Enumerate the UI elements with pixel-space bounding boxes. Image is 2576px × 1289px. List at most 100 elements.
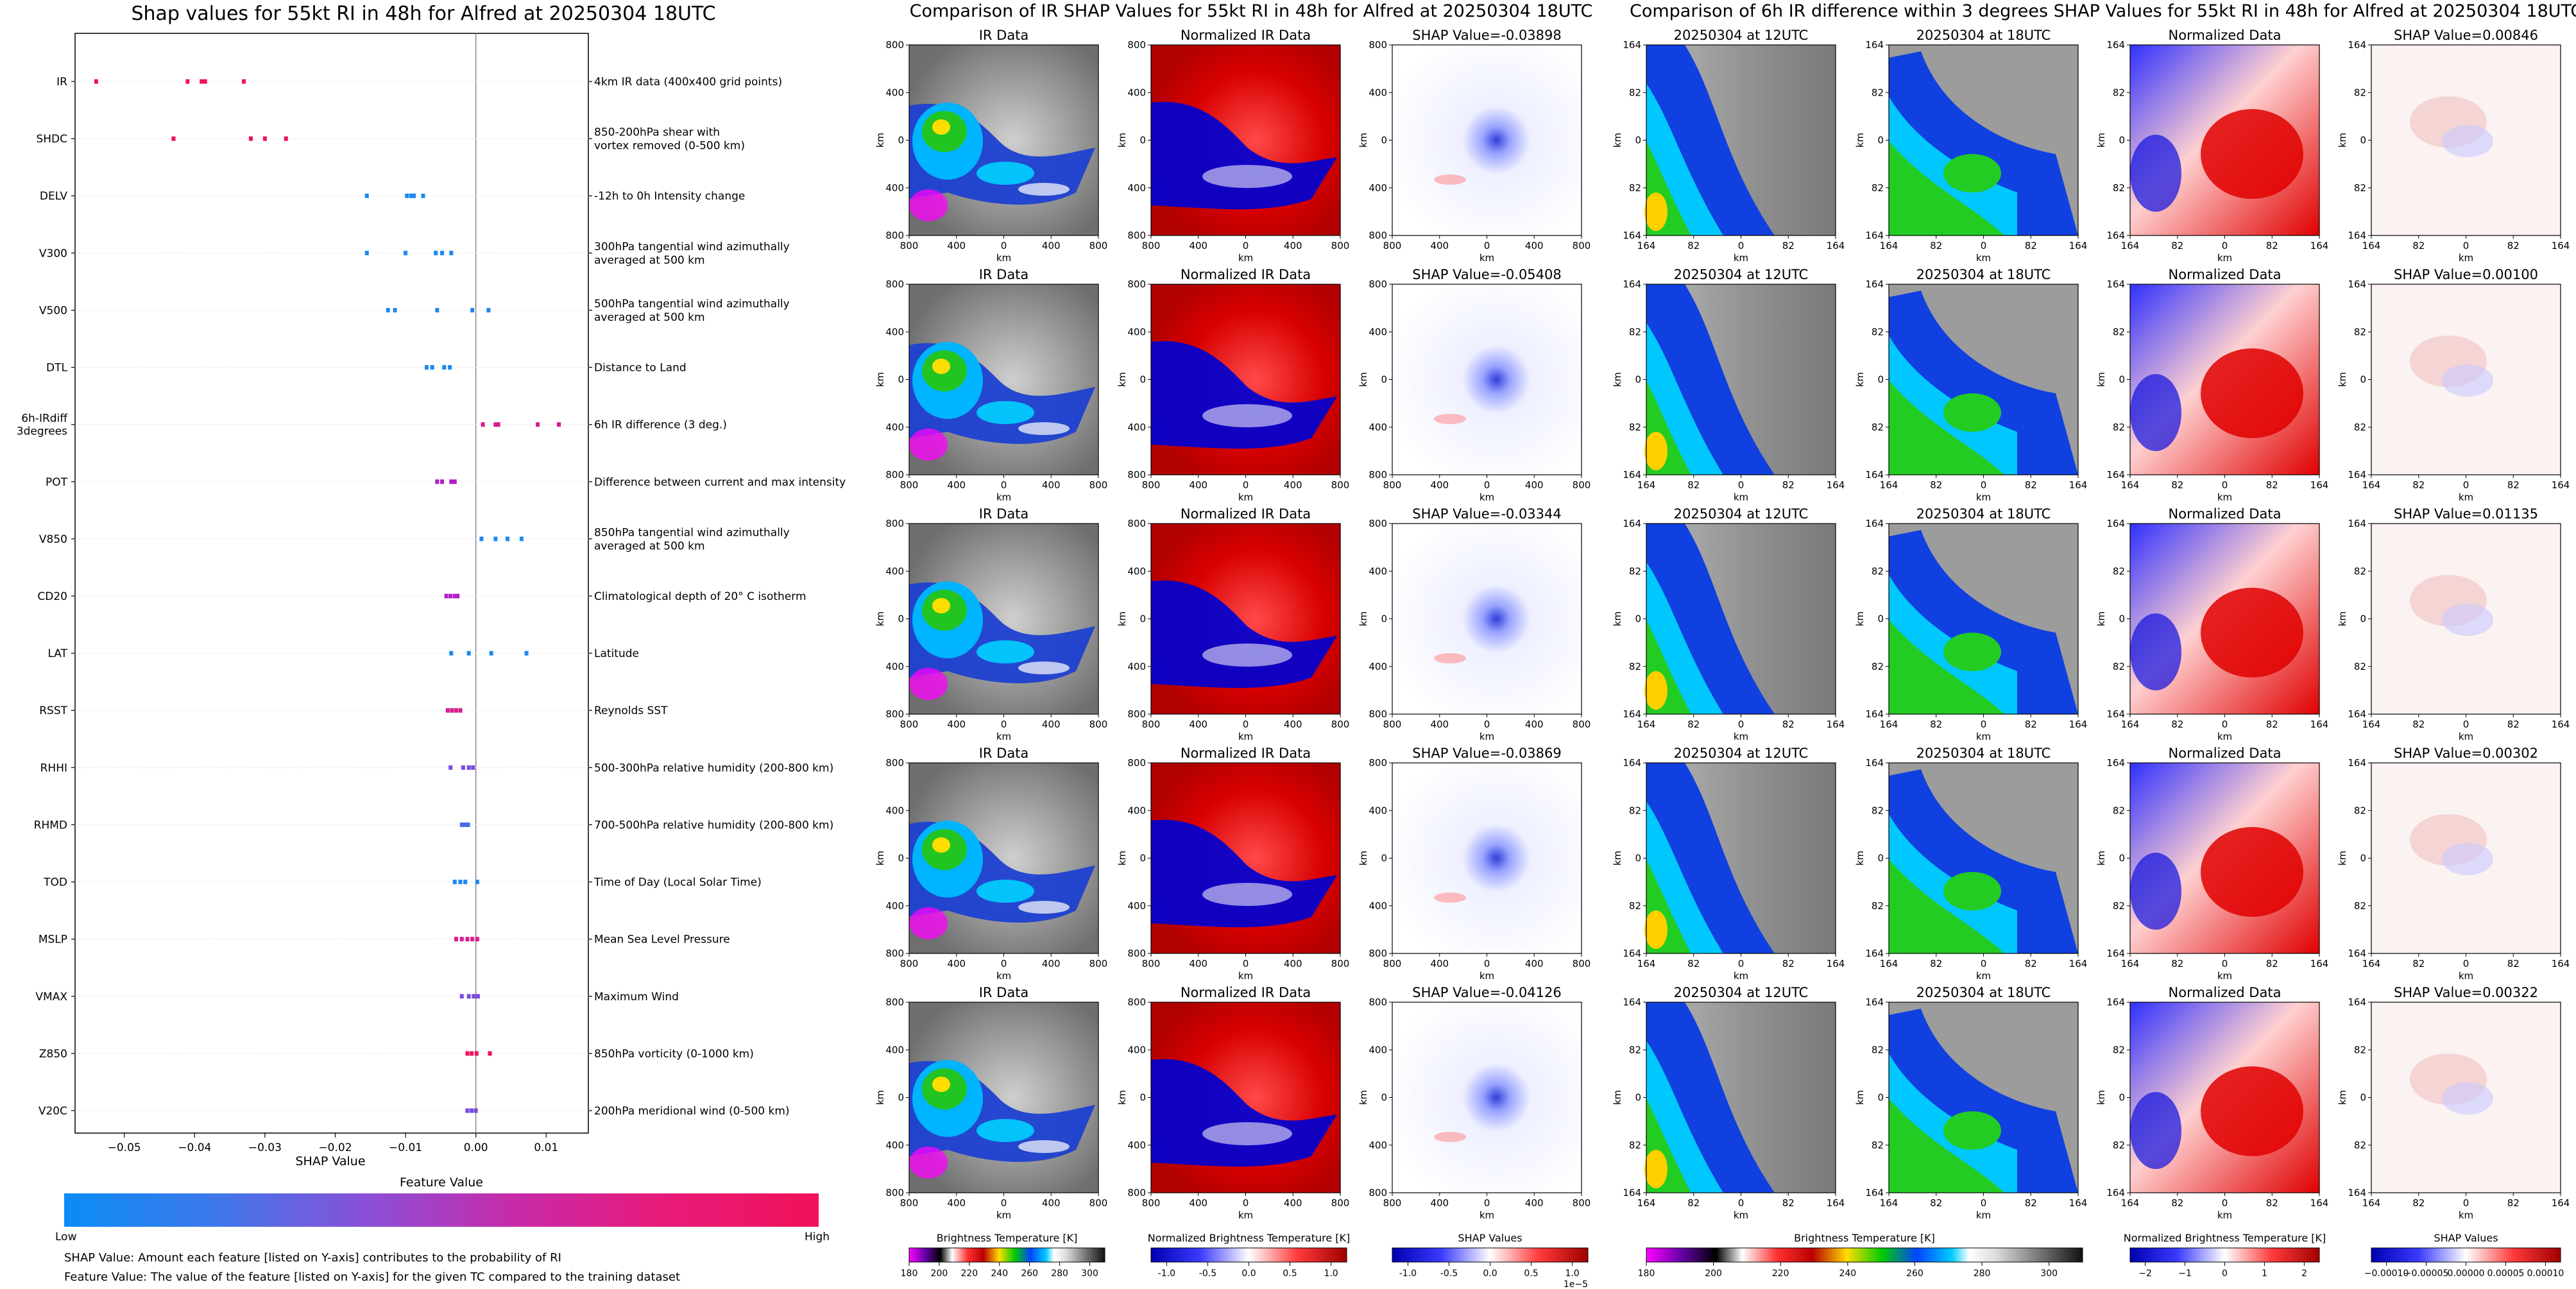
panel-y-tick-label: 164 <box>2348 518 2366 529</box>
shap-point <box>448 765 453 770</box>
panel-y-tick-label: 82 <box>1629 87 1641 98</box>
bottom-colorbar: Normalized Brightness Temperature [K] −2 −… <box>2124 1232 2326 1279</box>
shap-point <box>364 193 369 198</box>
panel-y-unit: km <box>874 611 886 626</box>
panel-y-tick-label: 82 <box>2113 661 2125 672</box>
colorbar-tick-label: −0.00010 <box>2364 1268 2409 1279</box>
panel-y-tick-label: 164 <box>1623 757 1641 769</box>
colorbar-tick-label: 260 <box>1021 1268 1038 1279</box>
panel-x-tick-label: 400 <box>1430 1197 1449 1209</box>
panel-x-tick-label: 0 <box>2222 1197 2228 1209</box>
panel-x-tick-label: 164 <box>2310 479 2329 491</box>
colorbar-tick-label: 300 <box>2040 1268 2058 1279</box>
feature-description: Mean Sea Level Pressure <box>594 934 730 946</box>
panel-x-tick-label: 0 <box>1243 1197 1249 1209</box>
feature-name: V300 <box>39 247 67 260</box>
t18-green <box>1889 141 2004 235</box>
panel-y-tick-label: 82 <box>1629 805 1641 816</box>
shap-point <box>458 708 463 713</box>
panel-y-tick-label: 800 <box>1127 948 1146 959</box>
feature-description: 6h IR difference (3 deg.) <box>594 419 727 432</box>
colorbar-tick-label: 0.00005 <box>2487 1268 2524 1279</box>
panel-y-tick-label: 164 <box>1623 1187 1641 1199</box>
colorbar-offset: 1e−5 <box>1564 1279 1588 1289</box>
shap-point <box>470 1051 474 1056</box>
shap-point <box>386 307 390 312</box>
feature-description: averaged at 500 km <box>594 540 705 552</box>
panel-y-tick-label: 400 <box>885 900 904 912</box>
panel-x-tick-label: 82 <box>2412 719 2425 730</box>
panel-x-tick-label: 164 <box>1827 958 1845 969</box>
feature-name: DTL <box>46 362 67 375</box>
shap-panel-title: SHAP Value=-0.03344 <box>1412 506 1562 522</box>
panel-y-tick-label: 164 <box>1865 39 1884 51</box>
panel-y-tick-label: 400 <box>1127 900 1146 912</box>
panel-y-tick-label: 82 <box>1629 422 1641 433</box>
colorbar-tick-label: 0.00010 <box>2527 1268 2564 1279</box>
panel-x-tick-label: 800 <box>1383 479 1402 491</box>
panel-x-unit: km <box>1238 1209 1253 1221</box>
panel-x-tick-label: 164 <box>2310 958 2329 969</box>
panel-y-tick-label: 82 <box>1629 1044 1641 1055</box>
feature-description: Climatological depth of 20° C isotherm <box>594 590 806 603</box>
panel-x-tick-label: 0 <box>2463 719 2469 730</box>
panel-y-tick-label: 800 <box>885 757 904 769</box>
panel-y-unit: km <box>1612 133 1623 148</box>
panel-x-tick-label: 0 <box>1484 240 1490 252</box>
colorbar-tick-label: −2 <box>2138 1268 2152 1279</box>
x-tick-label: −0.03 <box>248 1141 282 1154</box>
shap-point <box>242 79 246 84</box>
panel-y-tick-label: 164 <box>2348 996 2366 1008</box>
cloud-arc-cyan <box>977 880 1034 903</box>
shap-point <box>454 708 458 713</box>
panel-y-tick-label: 82 <box>1872 565 1884 577</box>
panel-x-tick-label: 400 <box>1430 479 1449 491</box>
panel-y-tick-label: 0 <box>2360 135 2366 146</box>
panel-x-unit: km <box>1480 970 1494 982</box>
feature-description: averaged at 500 km <box>594 254 705 267</box>
panel-x-tick-label: 800 <box>1331 719 1350 730</box>
panel-y-unit: km <box>2337 372 2348 387</box>
feature-name: POT <box>46 476 68 489</box>
panel-y-tick-label: 82 <box>2354 422 2366 433</box>
panel-y-tick-label: 82 <box>1872 1140 1884 1151</box>
panel-y-tick-label: 800 <box>1127 39 1146 51</box>
panel-y-tick-label: 0 <box>2119 1092 2125 1104</box>
panel-y-tick-label: 0 <box>2119 135 2125 146</box>
panel-x-tick-label: 82 <box>2266 240 2278 252</box>
cloud-arc-cyan <box>977 162 1034 185</box>
shap-point <box>470 937 475 942</box>
cloud-arc-white <box>1018 183 1070 196</box>
bottom-colorbar: SHAP Values -1.0 -0.5 0.0 0.5 1.01e−5 <box>1392 1232 1589 1289</box>
panel-y-tick-label: 0 <box>2360 1092 2366 1104</box>
panel-y-tick-label: 164 <box>1623 230 1641 241</box>
panel-x-tick-label: 400 <box>1525 479 1544 491</box>
shap-point <box>493 422 498 427</box>
panel-x-unit: km <box>1734 970 1748 982</box>
panel-x-tick-label: 82 <box>1687 479 1700 491</box>
panel-x-unit: km <box>2217 1209 2232 1221</box>
panel-x-tick-label: 164 <box>1637 1197 1656 1209</box>
panel-x-tick-label: 400 <box>947 479 966 491</box>
colorbar-tick-label: -0.5 <box>1199 1268 1216 1279</box>
panel-y-tick-label: 800 <box>1369 757 1387 769</box>
panel-x-unit: km <box>996 491 1011 503</box>
shap-point <box>475 880 479 885</box>
panel-y-unit: km <box>1612 611 1623 626</box>
panel-x-tick-label: 164 <box>1637 719 1656 730</box>
panel-y-tick-label: 0 <box>898 135 904 146</box>
shap-point <box>475 937 479 942</box>
panel-x-tick-label: 800 <box>1142 1197 1161 1209</box>
colorbar-tick-label: 0 <box>2222 1268 2228 1279</box>
panel-y-tick-label: 0 <box>2360 613 2366 625</box>
feature-description: averaged at 500 km <box>594 311 705 324</box>
panel-x-tick-label: 82 <box>2266 479 2278 491</box>
shap-point <box>556 422 561 427</box>
panel-y-tick-label: 0 <box>1139 613 1146 625</box>
panel-x-tick-label: 164 <box>2069 240 2088 252</box>
shap-point <box>465 937 470 942</box>
shap-point <box>466 651 471 656</box>
shap-point <box>505 536 509 542</box>
colorbar-tick-label: 220 <box>1772 1268 1789 1279</box>
